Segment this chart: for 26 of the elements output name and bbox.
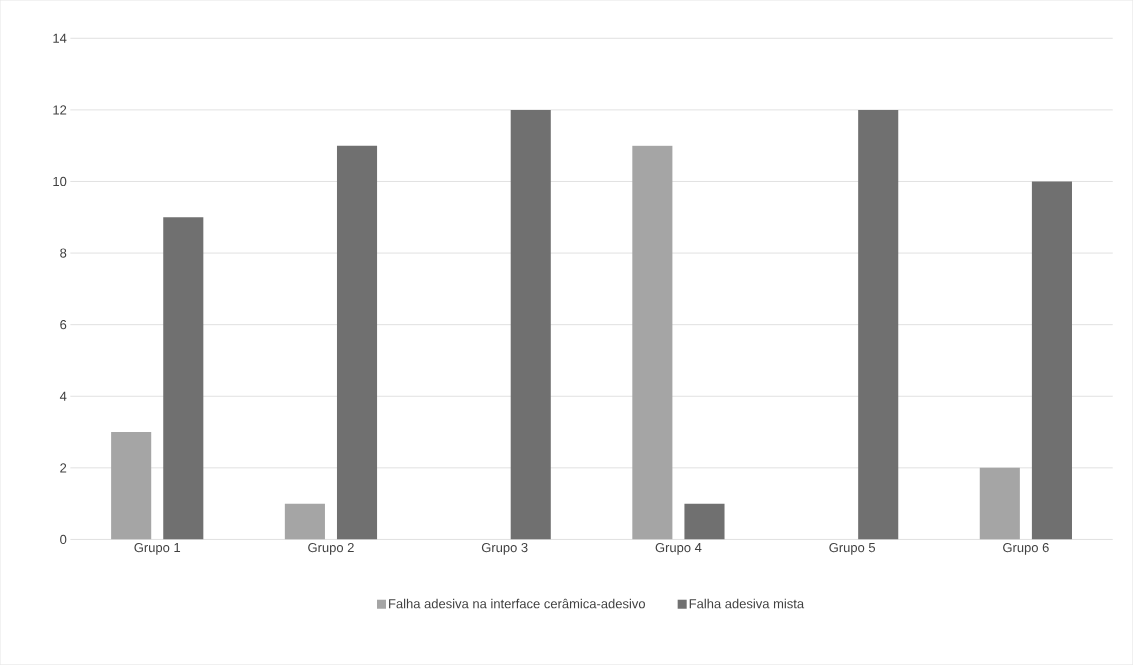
x-tick-label: Grupo 6: [1003, 542, 1049, 555]
x-tick-label: Grupo 4: [655, 542, 702, 555]
y-tick-label: 12: [53, 105, 67, 115]
bar: [858, 109, 899, 540]
bar: [284, 503, 325, 540]
bar: [979, 467, 1020, 540]
legend-label: Falha adesiva na interface cerâmica-adesivo: [389, 598, 645, 609]
y-tick-label: 14: [53, 33, 67, 43]
x-tick-label: Grupo 3: [481, 542, 528, 555]
y-tick-label: 10: [53, 176, 67, 187]
legend-label: Falha adesiva mista: [689, 598, 805, 609]
bar: [163, 217, 204, 540]
y-tick-label: 8: [60, 248, 67, 258]
bar: [1031, 181, 1072, 540]
bar: [632, 145, 673, 540]
x-tick-label: Grupo 5: [829, 542, 876, 555]
bar: [111, 432, 152, 540]
x-tick-label: Grupo 1: [134, 542, 181, 555]
bar: [684, 503, 725, 540]
y-tick-label: 6: [60, 320, 67, 330]
y-tick-label: 4: [59, 391, 67, 401]
bar: [336, 145, 378, 540]
x-tick-label: Grupo 2: [308, 542, 354, 555]
bar: [510, 109, 551, 540]
y-tick-label: 0: [60, 534, 67, 545]
y-tick-label: 2: [60, 463, 67, 473]
